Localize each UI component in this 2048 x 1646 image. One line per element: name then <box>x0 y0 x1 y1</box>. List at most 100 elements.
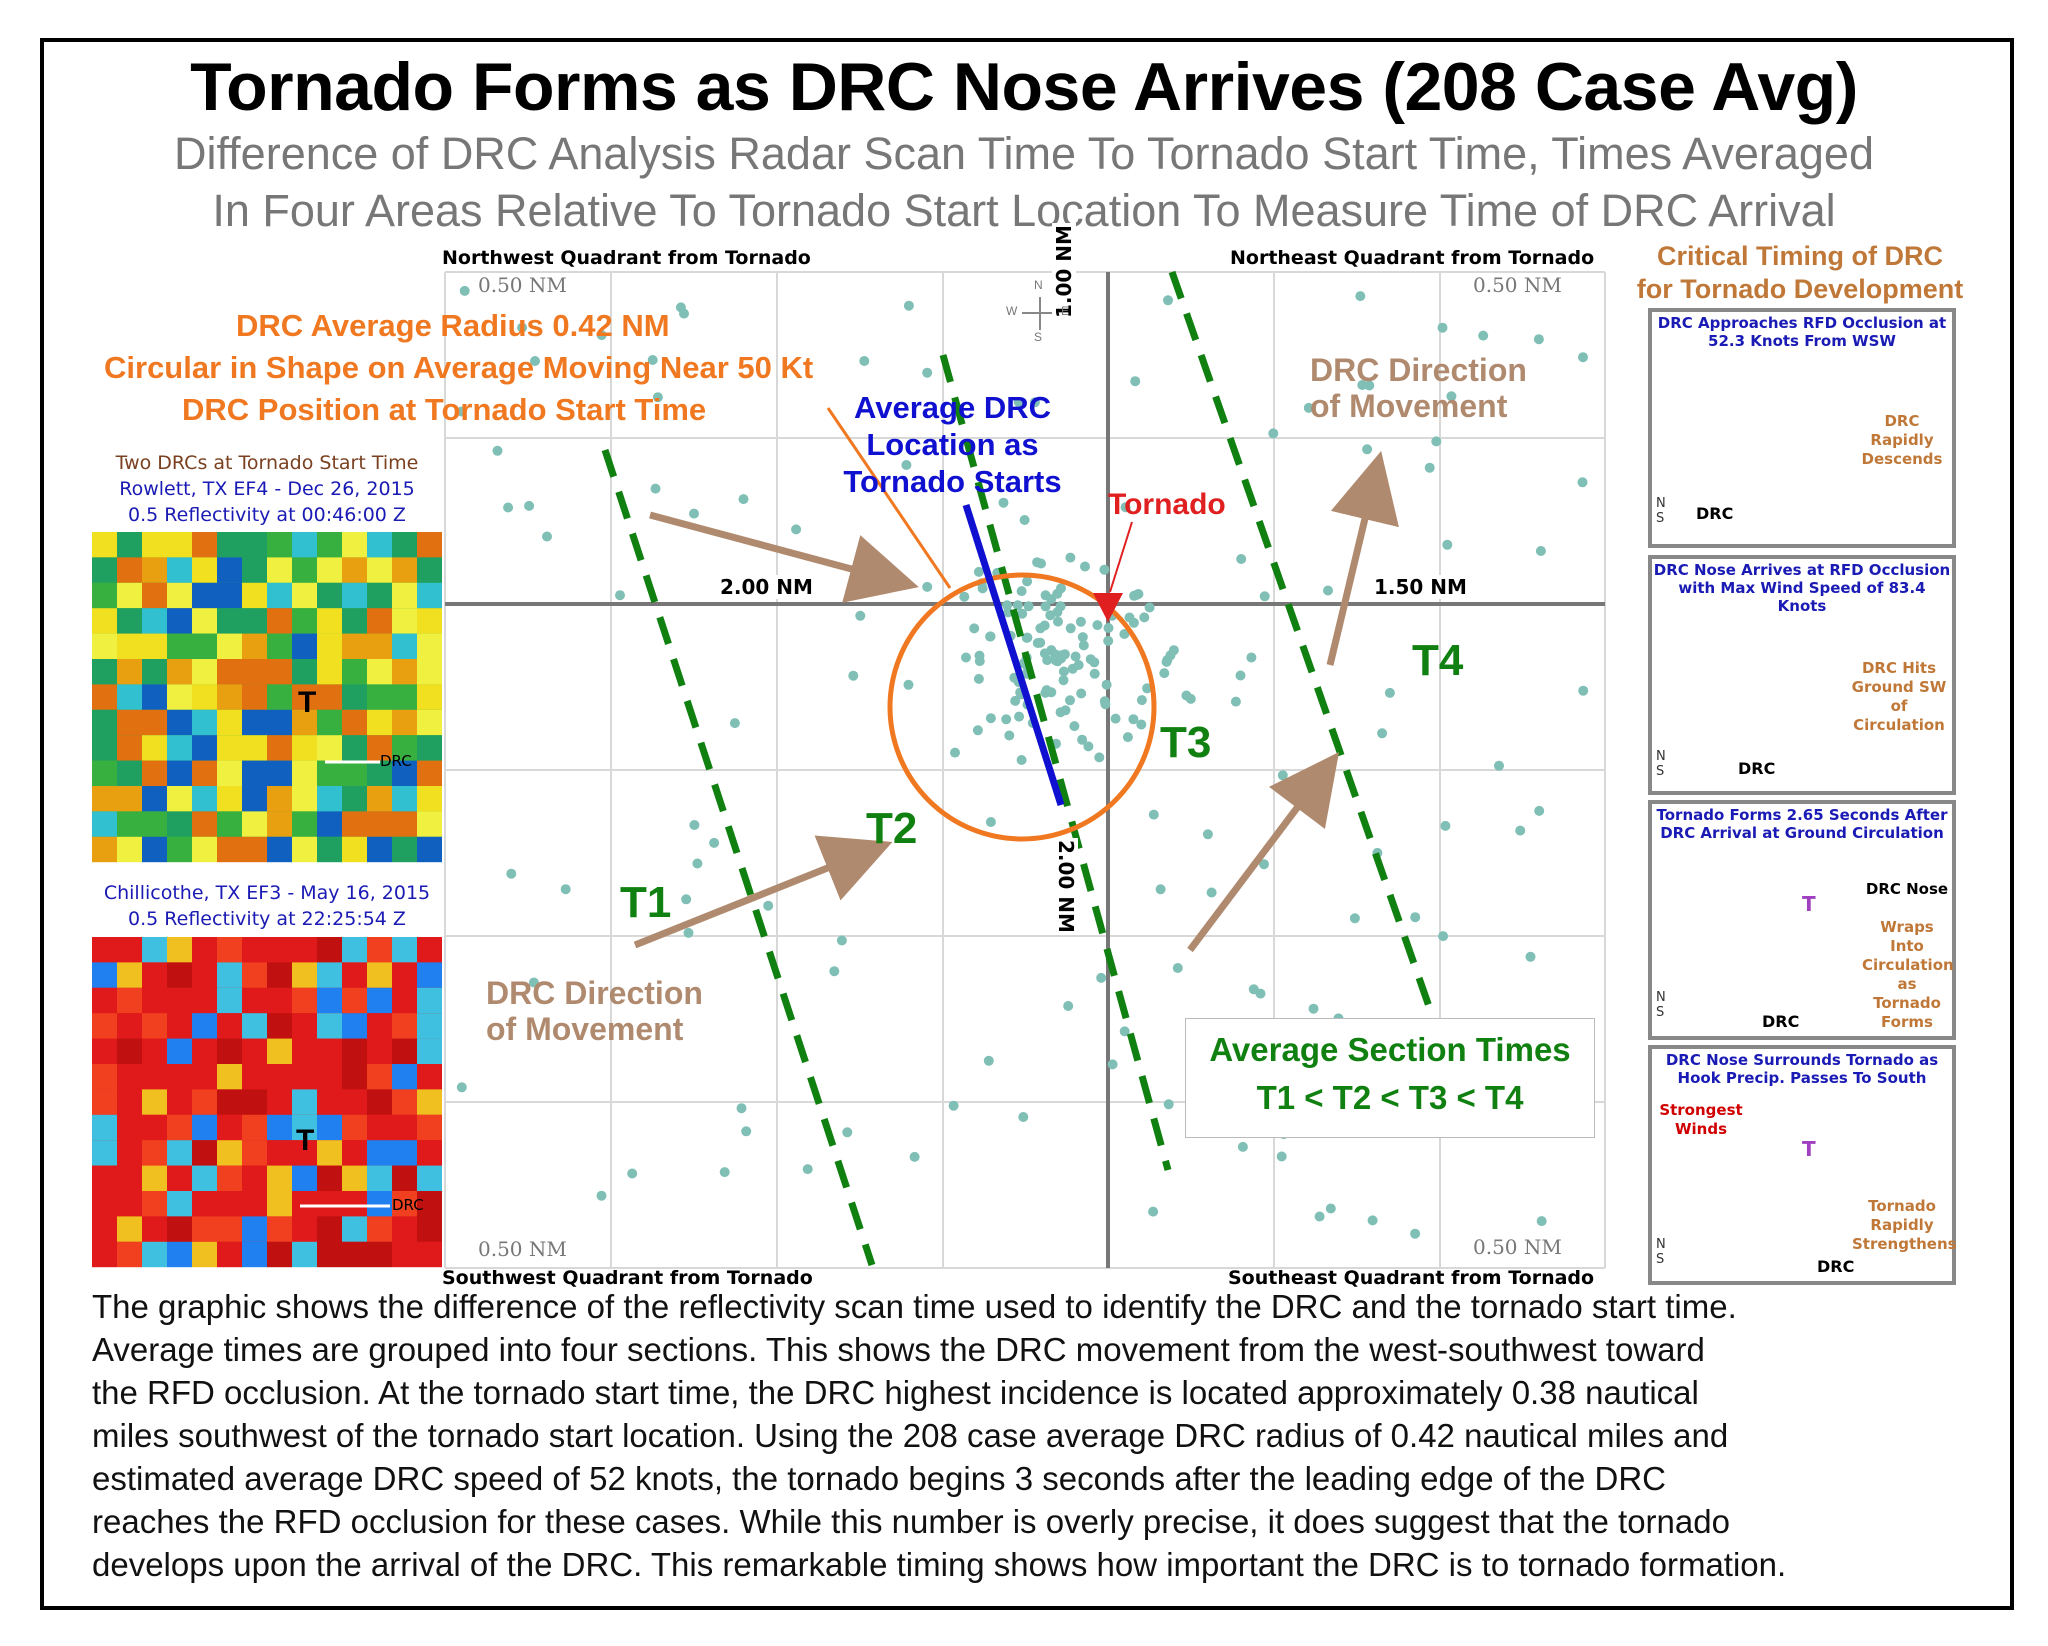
radar-pixel <box>92 1165 117 1191</box>
scatter-point <box>528 977 539 988</box>
radar-pixel <box>342 659 367 685</box>
radar-pixel <box>142 557 167 583</box>
radar-pixel <box>267 987 292 1014</box>
radar-pixel <box>267 1064 292 1090</box>
drc-shape-text: Circular in Shape on Average Moving Near… <box>104 350 814 385</box>
radar-pixel <box>342 1191 367 1217</box>
radar-pixel <box>367 760 392 786</box>
scatter-point <box>1119 1026 1130 1037</box>
radar-2-tornado-marker: T <box>296 1124 315 1157</box>
scatter-point <box>1099 696 1110 707</box>
radar-pixel <box>342 633 367 659</box>
side-panel-4-note: Tornado Rapidly Strengthens <box>1852 1197 1957 1253</box>
radar-pixel <box>292 937 317 963</box>
radar-pixel <box>417 557 442 583</box>
scatter-point <box>1159 668 1170 679</box>
radar-pixel <box>317 709 342 736</box>
scatter-point <box>1018 1112 1029 1122</box>
radar-pixel <box>242 532 267 558</box>
radar-pixel <box>167 684 192 710</box>
scatter-point <box>973 566 984 577</box>
nw-quadrant-label: Northwest Quadrant from Tornado <box>442 247 811 269</box>
radar-pixel <box>242 1114 267 1141</box>
compass-n: N <box>1034 278 1043 292</box>
corner-nm-br: 0.50 NM <box>1473 1235 1562 1259</box>
radar-pixel <box>167 1089 192 1115</box>
radar-pixel <box>367 735 392 761</box>
radar-pixel <box>417 709 442 736</box>
scatter-point <box>1052 607 1063 618</box>
radar-pixel <box>417 1114 442 1141</box>
subtitle-line-2: In Four Areas Relative To Tornado Start … <box>212 185 1836 236</box>
direction-label-ne: DRC Direction of Movement <box>1310 352 1527 424</box>
scatter-point <box>1373 509 1384 520</box>
radar-pixel <box>267 1038 292 1064</box>
scatter-point <box>689 508 699 519</box>
scatter-point <box>1069 721 1080 732</box>
radar-pixel <box>267 532 292 558</box>
radar-pixel <box>242 633 267 659</box>
radar-pixel <box>292 709 317 736</box>
radar-pixel <box>342 735 367 761</box>
scatter-point <box>1012 600 1023 611</box>
scatter-point <box>1056 583 1066 594</box>
radar-panel-1-header: Two DRCs at Tornado Start Time Rowlett, … <box>115 452 419 526</box>
scatter-point <box>1001 714 1012 725</box>
radar-pixel <box>242 836 267 863</box>
scatter-point <box>1080 561 1090 572</box>
radar-pixel <box>392 709 417 736</box>
scatter-point <box>1577 477 1588 488</box>
radar-pixel <box>142 962 167 988</box>
radar-pixel <box>292 786 317 812</box>
scatter-point <box>1124 612 1135 623</box>
radar-pixel <box>217 1064 242 1090</box>
radar-pixel <box>367 811 392 837</box>
side-panel-3-note: Wraps Into Circulation as Tornado Forms <box>1862 918 1954 1031</box>
scatter-point <box>836 935 847 946</box>
scatter-point <box>596 1190 607 1201</box>
sw-quadrant-label: Southwest Quadrant from Tornado <box>442 1267 813 1289</box>
radar-pixel <box>317 608 342 634</box>
radar-pixel <box>267 735 292 761</box>
scatter-point <box>517 322 528 333</box>
radar-pixel <box>217 659 242 685</box>
radar-pixel <box>92 1064 117 1090</box>
radar-pixel <box>142 608 167 634</box>
radar-pixel <box>117 1114 142 1141</box>
radar-pixel <box>317 532 342 558</box>
scatter-point <box>1089 657 1100 668</box>
radar-pixel <box>217 1140 242 1166</box>
scatter-point <box>1525 951 1536 962</box>
radar-pixel <box>217 709 242 736</box>
radar-pixel <box>292 1241 317 1268</box>
radar-pixel <box>367 1114 392 1141</box>
radar-pixel <box>117 1064 142 1090</box>
radar-pixel <box>342 811 367 837</box>
radar-pixel <box>117 1038 142 1064</box>
radar-pixel <box>242 937 267 963</box>
radar-pixel <box>292 659 317 685</box>
radar-pixel <box>367 987 392 1014</box>
radar-pixel <box>267 937 292 963</box>
scatter-point <box>692 858 703 869</box>
radar-pixel <box>142 1241 167 1268</box>
radar-pixel <box>192 1191 217 1217</box>
radar-pixel <box>342 532 367 558</box>
radar-pixel <box>392 1140 417 1166</box>
scatter-point <box>1058 675 1069 686</box>
avg-box-line-2: T1 < T2 < T3 < T4 <box>1256 1079 1524 1116</box>
drc-average-circle <box>887 572 1157 842</box>
axis-label-left: 2.00 NM <box>718 575 815 599</box>
radar-pixel <box>192 633 217 659</box>
avg-box-line-1: Average Section Times <box>1209 1031 1571 1068</box>
scatter-point <box>1023 601 1034 612</box>
scatter-point <box>1236 554 1247 564</box>
radar-pixel <box>142 1089 167 1115</box>
scatter-point <box>1314 1211 1325 1222</box>
radar-pixel <box>142 811 167 837</box>
scatter-point <box>1016 586 1027 597</box>
scatter-point <box>1094 752 1105 763</box>
radar-pixel <box>417 1064 442 1090</box>
radar-pixel <box>217 1089 242 1115</box>
